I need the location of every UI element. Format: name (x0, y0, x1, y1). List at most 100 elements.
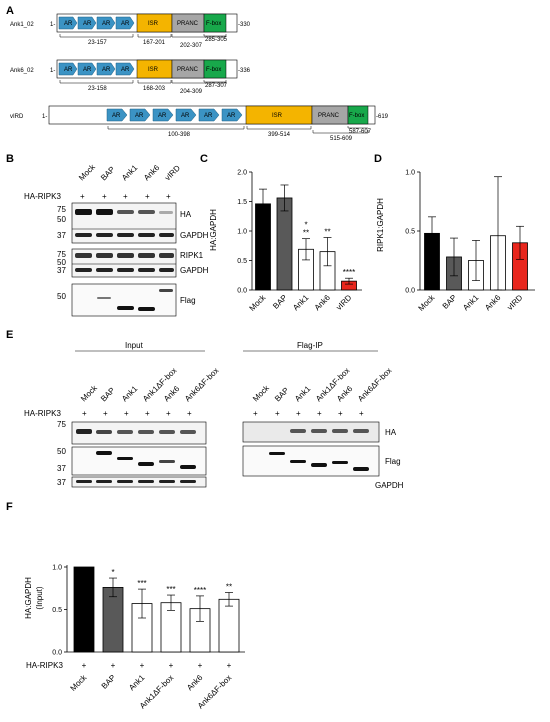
band (117, 430, 133, 434)
ar-arrow (58, 16, 78, 30)
y-tick-label: 0.0 (52, 650, 62, 657)
plus-mark: + (275, 409, 280, 418)
protein-name-vird: vIRD (10, 114, 24, 120)
plus-mark: + (145, 192, 150, 201)
band (117, 480, 133, 483)
band (138, 268, 155, 272)
y-ticks-d: 0.0 0.5 1.0 (405, 170, 420, 295)
mw-marker: 75 (57, 205, 66, 214)
x-tick-label: Ank1 (127, 673, 147, 693)
lane-label: vIRD (163, 163, 182, 182)
panel-f-chart: HA:GAPDH (Input) 0.00.51.0 ******* **** **… (24, 565, 245, 711)
fbox-label-ank1: F-box (206, 21, 221, 27)
y-ticks-c: 0.0 0.5 1.0 1.5 2.0 (237, 170, 252, 295)
mw-marker: 75 (57, 250, 66, 259)
pranc-label-ank1: PRANC (177, 21, 199, 27)
x-tick-label: Ank6 (313, 293, 333, 313)
bands-gapdh-1 (75, 233, 174, 237)
band (96, 253, 113, 258)
x-tick-label: BAP (100, 673, 118, 691)
plus-mark: + (253, 409, 258, 418)
lane-label: Ank6 (162, 384, 182, 404)
lane-label: Ank6 (335, 384, 355, 404)
protein-name-ank1: Ank1_02 (10, 22, 34, 28)
bands-ripk1 (75, 253, 174, 258)
mw-marker: 50 (57, 258, 66, 267)
plus-row-f: + + + + + + (82, 661, 232, 670)
y-tick-label: 1.0 (237, 229, 247, 236)
plus-mark: + (187, 409, 192, 418)
panel-label-f: F (6, 501, 13, 513)
ar-label: AR (121, 67, 130, 73)
plus-mark: + (296, 409, 301, 418)
band (138, 307, 155, 311)
significance-mark: **** (194, 586, 206, 595)
panel-label-a: A (6, 5, 14, 17)
plus-mark: + (145, 409, 150, 418)
band (138, 233, 155, 237)
y-tick-label: 1.0 (405, 170, 415, 177)
lane-label: Ank1 (120, 163, 140, 183)
band (138, 462, 154, 466)
plus-mark: + (166, 192, 171, 201)
ar-label: AR (121, 21, 130, 27)
y-axis-label-f-line2: (Input) (35, 586, 44, 609)
input-header: Input (125, 341, 144, 350)
lane-label: BAP (99, 165, 117, 183)
fbox-domain-ank1 (203, 13, 227, 33)
band (159, 253, 174, 258)
band (117, 253, 134, 258)
band (180, 430, 196, 434)
plus-mark: + (140, 661, 145, 670)
bar (73, 566, 95, 653)
ar-label: AR (64, 21, 73, 27)
ar-arrow (221, 108, 243, 122)
blot-label: GAPDH (180, 266, 209, 275)
lane-label: Mock (251, 383, 272, 404)
ip-bands-ha (290, 429, 369, 433)
band (75, 209, 92, 215)
mw-marker: 37 (57, 231, 66, 240)
range-label: 23-157 (88, 40, 107, 46)
bands-gapdh-2 (75, 268, 174, 272)
range-label: 285-305 (205, 37, 228, 43)
protein-start-vird: 1- (42, 114, 47, 120)
plus-mark: + (169, 661, 174, 670)
significance-mark: ** (324, 227, 330, 236)
lane-label: BAP (99, 386, 117, 404)
panel-label-e: E (6, 329, 13, 341)
band (96, 233, 113, 237)
y-tick-label: 2.0 (237, 170, 247, 177)
band (159, 211, 173, 214)
plus-mark: + (198, 661, 203, 670)
input-blot-flag (71, 446, 207, 476)
panel-label-d: D (374, 153, 382, 165)
band (96, 430, 112, 434)
ar-arrow (175, 108, 197, 122)
lane-label: Ank6ΔF-box (356, 366, 393, 403)
plus-mark: + (166, 409, 171, 418)
band (117, 268, 134, 272)
y-axis-label-c: HA:GAPDH (209, 209, 218, 251)
mw-marker: 37 (57, 266, 66, 275)
y-tick-label: 0.5 (52, 607, 62, 614)
x-tick-label: Ank6 (483, 293, 503, 313)
y-tick-label: 0.0 (405, 288, 415, 295)
input-bands-gapdh (76, 480, 196, 483)
pranc-label-vird: PRANC (318, 113, 340, 119)
range-label: 168-203 (143, 86, 166, 92)
band (290, 429, 306, 433)
band (96, 268, 113, 272)
range-label: 515-609 (330, 136, 353, 142)
x-tick-label: Mock (69, 672, 90, 693)
band (96, 480, 112, 483)
lane-labels-e-input: Mock BAP Ank1 Ank1ΔF-box Ank6 Ank6ΔF-box (79, 366, 220, 403)
ar-repeats-vird: AR AR AR AR AR AR (106, 108, 243, 122)
panel-e-ip-blot: Input Flag-IP Mock BAP Ank1 Ank1ΔF-box A… (24, 341, 404, 490)
lane-label: Mock (79, 383, 100, 404)
isr-label-vird: ISR (272, 113, 283, 119)
ar-arrow (58, 62, 78, 76)
band (96, 451, 112, 455)
pranc-label-ank6: PRANC (177, 67, 199, 73)
mw-marker: 37 (57, 464, 66, 473)
